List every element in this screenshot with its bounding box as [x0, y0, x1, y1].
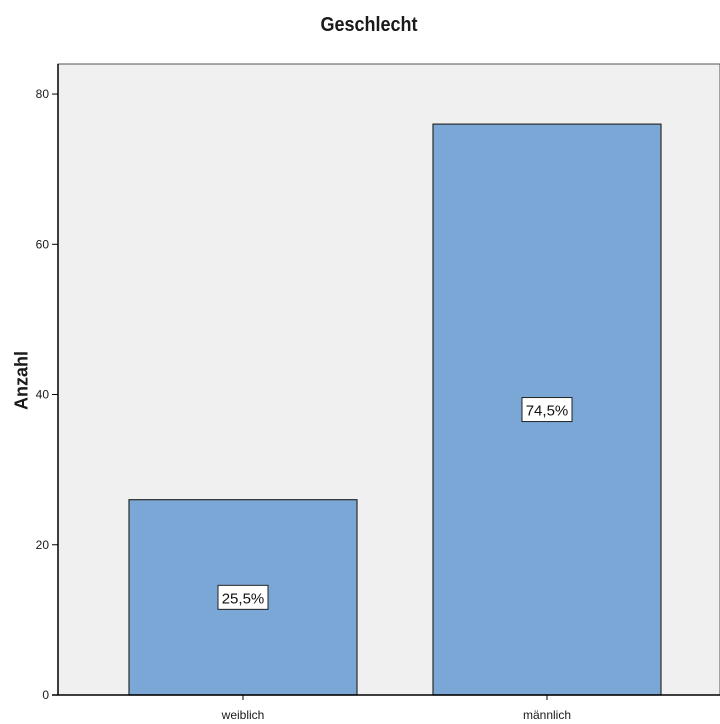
x-tick-label: weiblich: [221, 708, 265, 722]
data-label-box: [217, 584, 269, 610]
y-tick-label: 0: [42, 688, 49, 702]
x-tick-label: männlich: [523, 708, 571, 722]
y-tick-label: 60: [36, 237, 50, 251]
y-tick-label: 40: [36, 388, 50, 402]
y-tick-label: 80: [36, 87, 50, 101]
y-tick-label: 20: [36, 538, 50, 552]
data-label: 74,5%: [526, 403, 569, 420]
data-label: 25,5%: [222, 590, 265, 607]
chart-title: Geschlecht: [320, 14, 418, 36]
data-label-box: [521, 397, 573, 423]
